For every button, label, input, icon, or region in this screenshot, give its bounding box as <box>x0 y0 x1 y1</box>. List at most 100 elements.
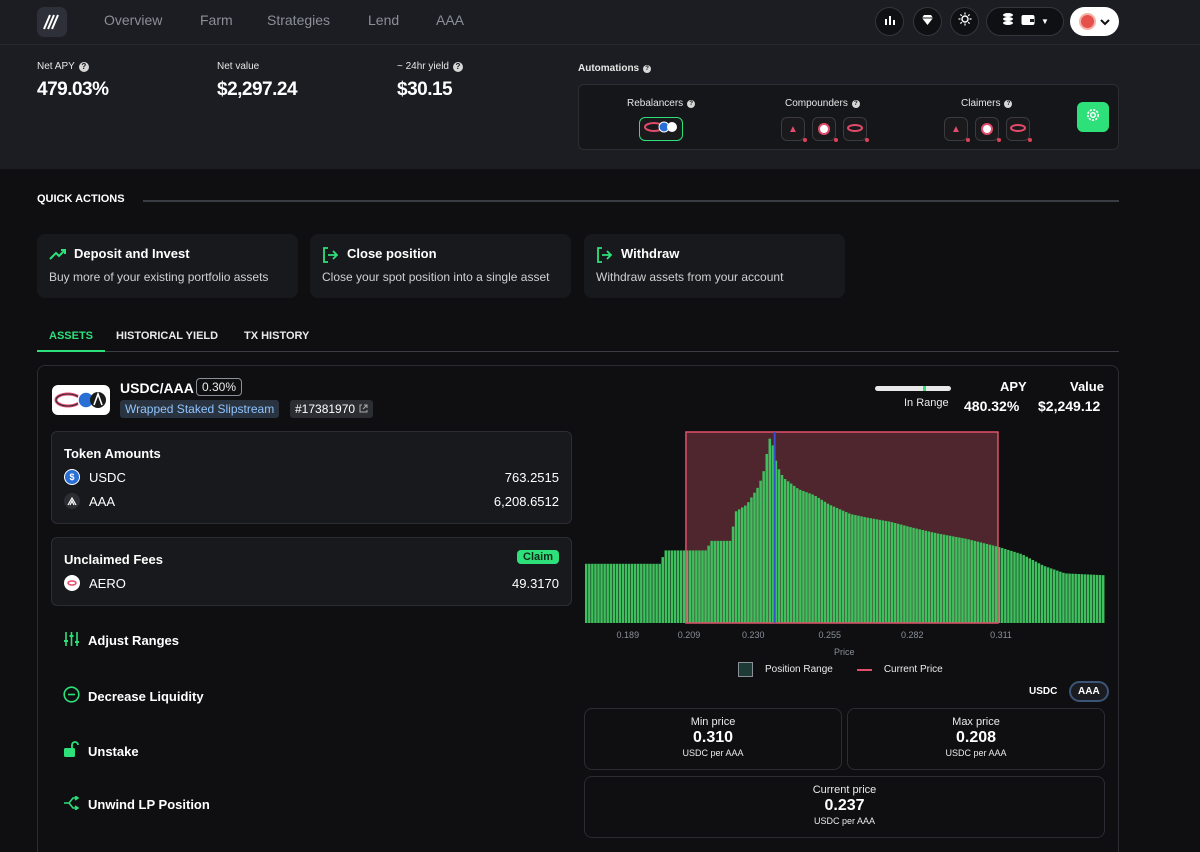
toggle-aaa[interactable]: AAA <box>1069 681 1109 702</box>
value-amount: $2,249.12 <box>1038 398 1101 414</box>
token-amount: 6,208.6512 <box>493 494 559 509</box>
nav-aaa[interactable]: AAA <box>436 12 465 28</box>
liquidity-bar <box>997 547 1001 623</box>
aaa-icon <box>64 493 80 509</box>
liquidity-bar <box>606 563 609 623</box>
help-icon[interactable]: ? <box>452 61 463 72</box>
min-price-unit: USDC per AAA <box>682 748 744 758</box>
withdraw-card[interactable]: Withdraw Withdraw assets from your accou… <box>584 234 845 298</box>
liquidity-bar <box>621 563 625 623</box>
rewards-button[interactable] <box>913 7 942 36</box>
compounders-label-text: Compounders <box>785 98 848 109</box>
help-icon[interactable]: ? <box>687 99 696 108</box>
liquidity-bar <box>878 519 882 623</box>
liquidity-bar <box>618 563 622 623</box>
nav-strategies[interactable]: Strategies <box>267 12 331 28</box>
compounder-token[interactable]: ▲ <box>781 117 807 142</box>
range-indicator <box>875 386 951 391</box>
position-id-link[interactable]: #17381970 <box>290 400 374 418</box>
x-tick-label: 0.282 <box>901 630 924 640</box>
account-button[interactable] <box>1070 7 1119 36</box>
liquidity-bar <box>955 536 958 623</box>
decrease-liquidity-button[interactable]: Decrease Liquidity <box>63 686 204 706</box>
close-position-card[interactable]: Close position Close your spot position … <box>310 234 571 298</box>
liquidity-bar <box>961 538 964 623</box>
external-link-icon <box>359 402 368 416</box>
automation-settings-button[interactable] <box>1077 102 1109 132</box>
liquidity-bar <box>780 474 784 623</box>
liquidity-bar <box>1098 575 1102 623</box>
compounder-token[interactable] <box>812 117 838 142</box>
min-price-value: 0.310 <box>692 729 734 746</box>
claimer-token[interactable] <box>1006 117 1032 142</box>
wallet-icon <box>1021 13 1035 31</box>
liquidity-bar <box>1101 575 1105 623</box>
tab-historical-yield[interactable]: HISTORICAL YIELD <box>116 330 219 342</box>
compounder-token[interactable] <box>843 117 869 142</box>
liquidity-bar <box>994 546 998 623</box>
rebalancer-token[interactable] <box>639 117 683 141</box>
liquidity-bar <box>848 513 851 623</box>
liquidity-bar <box>774 460 778 623</box>
nav-farm[interactable]: Farm <box>200 12 233 28</box>
liquidity-bar <box>949 535 952 623</box>
tab-tx-history[interactable]: TX HISTORY <box>244 330 310 342</box>
liquidity-bar <box>793 485 796 623</box>
liquidity-bar <box>872 518 876 623</box>
liquidity-bar <box>936 533 940 623</box>
liquidity-bar <box>756 487 759 623</box>
quick-actions-title: QUICK ACTIONS <box>37 193 125 205</box>
max-price-label: Max price <box>952 716 1000 728</box>
liquidity-bar <box>829 505 833 623</box>
claim-button[interactable]: Claim <box>517 550 559 564</box>
apy-label: APY <box>1000 379 1027 394</box>
liquidity-bar <box>646 563 649 623</box>
liquidity-bar <box>942 534 946 623</box>
app-logo[interactable] <box>37 7 67 37</box>
liquidity-bar <box>689 550 692 623</box>
stats-button[interactable] <box>875 7 904 36</box>
liquidity-bar <box>707 545 710 623</box>
adjust-ranges-button[interactable]: Adjust Ranges <box>63 631 179 650</box>
unstake-button[interactable]: Unstake <box>63 741 139 761</box>
nav-lend[interactable]: Lend <box>368 12 400 28</box>
current-price-box: Current price 0.237 USDC per AAA <box>584 776 1105 838</box>
deposit-invest-card[interactable]: Deposit and Invest Buy more of your exis… <box>37 234 298 298</box>
coins-icon <box>1001 12 1015 31</box>
claimer-token[interactable]: ▲ <box>944 117 970 142</box>
card-title: Deposit and Invest <box>74 246 190 261</box>
nav-overview[interactable]: Overview <box>104 12 163 28</box>
position-range-border <box>685 431 999 624</box>
liquidity-bar <box>958 537 961 623</box>
bar-chart-icon <box>884 13 896 31</box>
token-row: AAA <box>64 493 115 509</box>
legend-range-label: Position Range <box>765 664 833 675</box>
toggle-usdc[interactable]: USDC <box>1029 686 1058 697</box>
net-apy-value: 479.03% <box>37 79 109 100</box>
claimer-token[interactable] <box>975 117 1001 142</box>
help-icon[interactable]: ? <box>78 61 89 72</box>
exit-icon <box>322 247 339 268</box>
liquidity-bar <box>1046 567 1050 623</box>
liquidity-bar <box>930 532 934 623</box>
tab-assets[interactable]: ASSETS <box>49 330 94 342</box>
wallet-button[interactable]: ▼ <box>986 7 1064 36</box>
liquidity-bar <box>906 526 909 623</box>
fee-row: AERO <box>64 575 126 591</box>
liquidity-bar <box>1034 561 1038 623</box>
chevron-down-icon: ▼ <box>1041 17 1049 26</box>
liquidity-bar <box>661 557 664 623</box>
liquidity-bar <box>884 520 888 623</box>
unwind-lp-button[interactable]: Unwind LP Position <box>63 795 210 813</box>
liquidity-bar <box>1074 573 1077 623</box>
liquidity-bar <box>915 528 918 623</box>
help-icon[interactable]: ? <box>1004 99 1013 108</box>
range-marker <box>923 386 927 391</box>
help-icon[interactable]: ? <box>851 99 860 108</box>
theme-toggle-button[interactable] <box>950 7 979 36</box>
unclaimed-fees-title: Unclaimed Fees <box>64 552 163 567</box>
liquidity-bar <box>741 507 744 623</box>
help-icon[interactable]: ? <box>643 64 652 73</box>
unclaimed-fees-card: Unclaimed Fees Claim AERO 49.3170 <box>51 537 572 606</box>
legend-swatch-range <box>738 662 753 677</box>
